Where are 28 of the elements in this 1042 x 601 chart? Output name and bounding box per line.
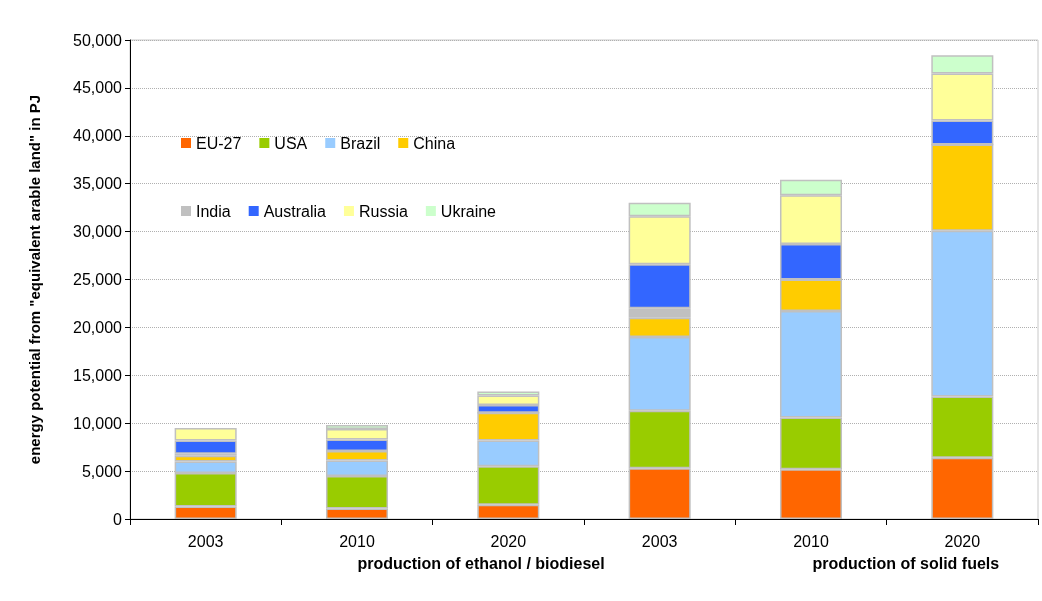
y-tick-label: 15,000 <box>73 366 123 384</box>
x-tick-label: 2003 <box>641 532 678 550</box>
x-tick-label: 2020 <box>944 532 981 550</box>
text: production of solid fuels <box>812 554 1000 572</box>
legend-label: India <box>196 202 231 220</box>
legend-label: EU-27 <box>196 134 242 152</box>
y-tick-label: 50,000 <box>73 31 123 49</box>
legend-label: Ukraine <box>440 202 497 220</box>
y-tick-label: 35,000 <box>73 175 123 193</box>
y-tick-label: 30,000 <box>73 223 123 241</box>
x-tick-label: 2010 <box>793 532 829 550</box>
legend-label: Australia <box>263 202 327 220</box>
y-tick-label: 10,000 <box>73 414 123 432</box>
y-tick-label: 45,000 <box>73 79 123 97</box>
legend-label: Russia <box>358 202 408 220</box>
legend-label: China <box>413 134 456 152</box>
x-tick-label: 2003 <box>187 532 224 550</box>
y-tick-label: 20,000 <box>73 318 123 336</box>
y-axis-title: energy potential from "equivalent arable land" in PJ <box>26 94 43 465</box>
y-tick-label: 40,000 <box>73 127 123 145</box>
y-tick-label: 5,000 <box>81 462 123 480</box>
text: production of ethanol / biodiesel <box>357 554 605 572</box>
x-tick-label: 2020 <box>490 532 527 550</box>
y-tick-label: 25,000 <box>73 271 123 288</box>
x-tick-label: 2010 <box>339 532 375 550</box>
legend-label: Brazil <box>340 134 381 152</box>
legend-label: USA <box>274 134 308 152</box>
y-tick-label: 0 <box>113 510 123 528</box>
